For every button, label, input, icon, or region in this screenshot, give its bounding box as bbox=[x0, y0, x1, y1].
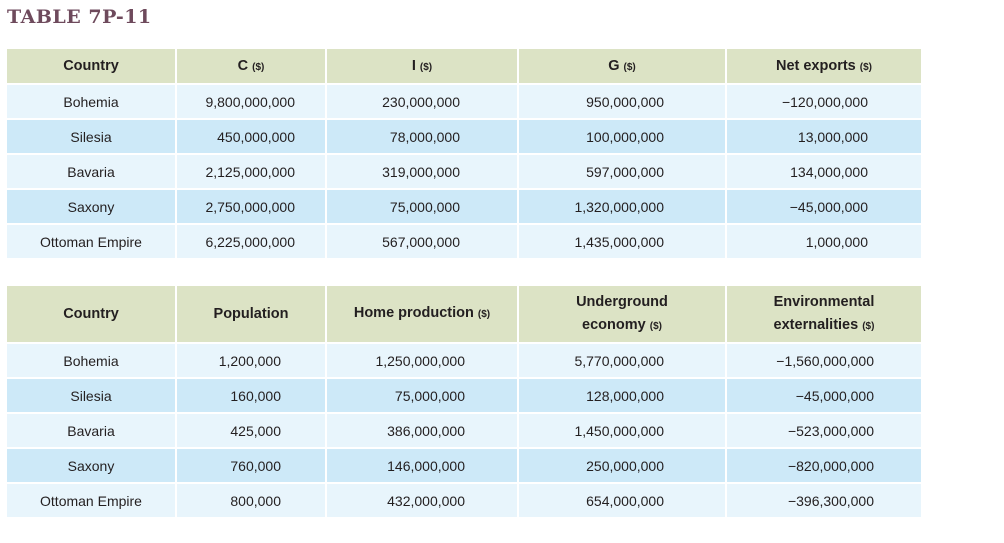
table-row: Saxony 2,750,000,000 75,000,000 1,320,000,0… bbox=[5, 188, 923, 225]
header-g: G ($) bbox=[517, 47, 727, 85]
value-cell: −523,000,000 bbox=[725, 412, 923, 449]
value-cell: −45,000,000 bbox=[725, 377, 923, 414]
table-row: Ottoman Empire 800,000 432,000,000 654,000,… bbox=[5, 482, 923, 519]
value-cell: 654,000,000 bbox=[517, 482, 727, 519]
header-row: Country C ($) I ($) G ($) Net exports ($… bbox=[5, 47, 923, 85]
value-cell: 450,000,000 bbox=[175, 118, 327, 155]
value-cell: −396,300,000 bbox=[725, 482, 923, 519]
header-environmental-externalities: Environmental externalities ($) bbox=[725, 284, 923, 344]
value-cell: 597,000,000 bbox=[517, 153, 727, 190]
gdp-components-table: Country C ($) I ($) G ($) Net exports ($… bbox=[5, 47, 923, 260]
value-cell: 1,435,000,000 bbox=[517, 223, 727, 260]
table-title: TABLE 7P-11 bbox=[7, 6, 152, 28]
value-cell: 425,000 bbox=[175, 412, 327, 449]
value-cell: 9,800,000,000 bbox=[175, 83, 327, 120]
value-cell: 760,000 bbox=[175, 447, 327, 484]
header-net-exports: Net exports ($) bbox=[725, 47, 923, 85]
value-cell: 386,000,000 bbox=[325, 412, 519, 449]
value-cell: 250,000,000 bbox=[517, 447, 727, 484]
country-cell: Silesia bbox=[5, 377, 177, 414]
value-cell: −1,560,000,000 bbox=[725, 342, 923, 379]
value-cell: 1,000,000 bbox=[725, 223, 923, 260]
value-cell: 100,000,000 bbox=[517, 118, 727, 155]
other-measures-table: Country Population Home production ($) U… bbox=[5, 284, 923, 519]
value-cell: 1,250,000,000 bbox=[325, 342, 519, 379]
header-underground-economy: Underground economy ($) bbox=[517, 284, 727, 344]
value-cell: 2,750,000,000 bbox=[175, 188, 327, 225]
country-cell: Bohemia bbox=[5, 342, 177, 379]
value-cell: 1,450,000,000 bbox=[517, 412, 727, 449]
value-cell: 1,200,000 bbox=[175, 342, 327, 379]
header-c: C ($) bbox=[175, 47, 327, 85]
value-cell: 160,000 bbox=[175, 377, 327, 414]
country-cell: Bavaria bbox=[5, 412, 177, 449]
country-cell: Ottoman Empire bbox=[5, 223, 177, 260]
value-cell: −120,000,000 bbox=[725, 83, 923, 120]
country-cell: Bavaria bbox=[5, 153, 177, 190]
header-i: I ($) bbox=[325, 47, 519, 85]
table-row: Bohemia 9,800,000,000 230,000,000 950,000,0… bbox=[5, 83, 923, 120]
table-row: Saxony 760,000 146,000,000 250,000,000 −820,… bbox=[5, 447, 923, 484]
value-cell: 230,000,000 bbox=[325, 83, 519, 120]
value-cell: −45,000,000 bbox=[725, 188, 923, 225]
header-country: Country bbox=[5, 47, 177, 85]
header-population: Population bbox=[175, 284, 327, 344]
value-cell: 134,000,000 bbox=[725, 153, 923, 190]
value-cell: −820,000,000 bbox=[725, 447, 923, 484]
table-row: Bavaria 425,000 386,000,000 1,450,000,000 −5… bbox=[5, 412, 923, 449]
header-row: Country Population Home production ($) U… bbox=[5, 284, 923, 344]
value-cell: 5,770,000,000 bbox=[517, 342, 727, 379]
value-cell: 950,000,000 bbox=[517, 83, 727, 120]
value-cell: 2,125,000,000 bbox=[175, 153, 327, 190]
value-cell: 567,000,000 bbox=[325, 223, 519, 260]
country-cell: Bohemia bbox=[5, 83, 177, 120]
table-row: Ottoman Empire 6,225,000,000 567,000,000 1,… bbox=[5, 223, 923, 260]
value-cell: 6,225,000,000 bbox=[175, 223, 327, 260]
value-cell: 146,000,000 bbox=[325, 447, 519, 484]
header-country: Country bbox=[5, 284, 177, 344]
table-row: Bohemia 1,200,000 1,250,000,000 5,770,000,0… bbox=[5, 342, 923, 379]
country-cell: Silesia bbox=[5, 118, 177, 155]
value-cell: 75,000,000 bbox=[325, 188, 519, 225]
country-cell: Ottoman Empire bbox=[5, 482, 177, 519]
table-row: Bavaria 2,125,000,000 319,000,000 597,000,0… bbox=[5, 153, 923, 190]
table-row: Silesia 160,000 75,000,000 128,000,000 −45,0… bbox=[5, 377, 923, 414]
value-cell: 432,000,000 bbox=[325, 482, 519, 519]
value-cell: 1,320,000,000 bbox=[517, 188, 727, 225]
country-cell: Saxony bbox=[5, 447, 177, 484]
table-row: Silesia 450,000,000 78,000,000 100,000,000 1… bbox=[5, 118, 923, 155]
country-cell: Saxony bbox=[5, 188, 177, 225]
header-home-production: Home production ($) bbox=[325, 284, 519, 344]
value-cell: 75,000,000 bbox=[325, 377, 519, 414]
value-cell: 13,000,000 bbox=[725, 118, 923, 155]
value-cell: 319,000,000 bbox=[325, 153, 519, 190]
value-cell: 800,000 bbox=[175, 482, 327, 519]
value-cell: 78,000,000 bbox=[325, 118, 519, 155]
value-cell: 128,000,000 bbox=[517, 377, 727, 414]
